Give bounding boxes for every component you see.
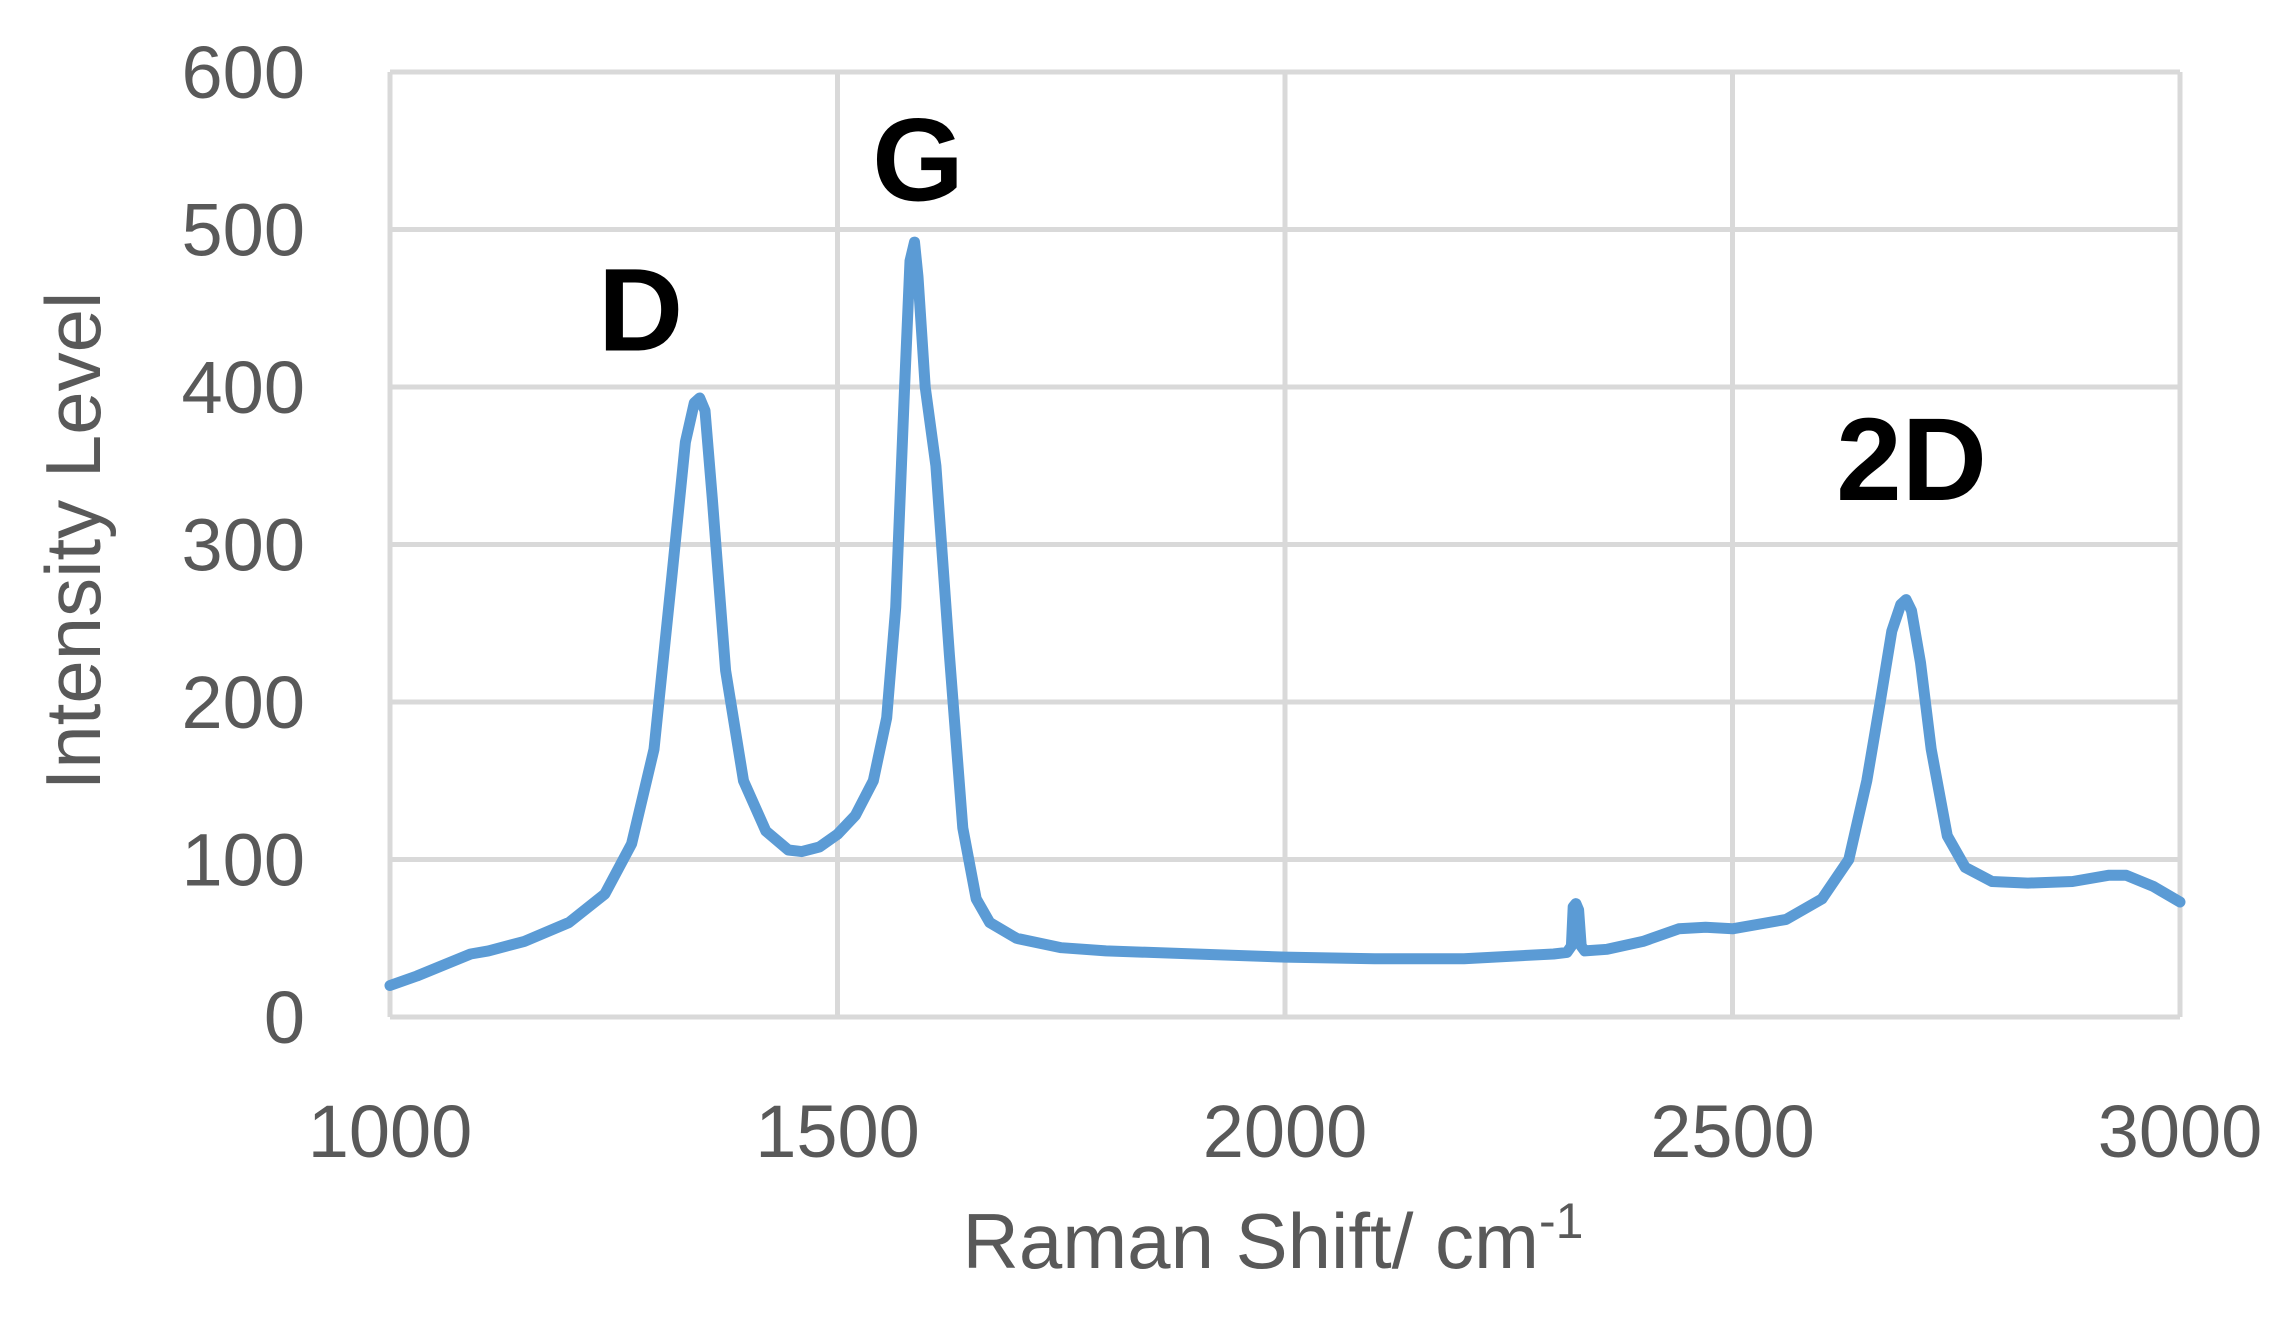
- x-tick-label: 3000: [2098, 1090, 2263, 1173]
- peak-annotations: D G 2D: [598, 95, 1987, 526]
- y-tick-label: 400: [182, 346, 305, 429]
- y-axis-title: Intensity Level: [29, 292, 117, 791]
- y-tick-label: 100: [182, 819, 305, 902]
- y-tick-label: 300: [182, 504, 305, 587]
- peak-label: 2D: [1836, 394, 1987, 526]
- tick-labels: 0 100 200 300 400 500 600 1000 1500 2000 2500 3000: [182, 31, 2263, 1173]
- y-tick-label: 500: [182, 189, 305, 272]
- x-axis-title-text: Raman Shift/ cm: [963, 1197, 1540, 1285]
- x-axis-title: Raman Shift/ cm-1: [963, 1193, 1584, 1285]
- series-layer: [384, 236, 2186, 991]
- x-tick-label: 2500: [1650, 1090, 1815, 1173]
- peak-label: D: [598, 244, 683, 376]
- series-line: [384, 236, 2186, 991]
- x-tick-label: 1500: [755, 1090, 920, 1173]
- x-axis-title-superscript: -1: [1539, 1193, 1583, 1249]
- grid-lines: [387, 69, 2183, 1020]
- y-tick-label: 0: [264, 976, 305, 1059]
- x-tick-label: 2000: [1203, 1090, 1368, 1173]
- x-tick-label: 1000: [308, 1090, 473, 1173]
- peak-label: G: [872, 95, 964, 227]
- y-tick-label: 200: [182, 661, 305, 744]
- y-tick-label: 600: [182, 31, 305, 114]
